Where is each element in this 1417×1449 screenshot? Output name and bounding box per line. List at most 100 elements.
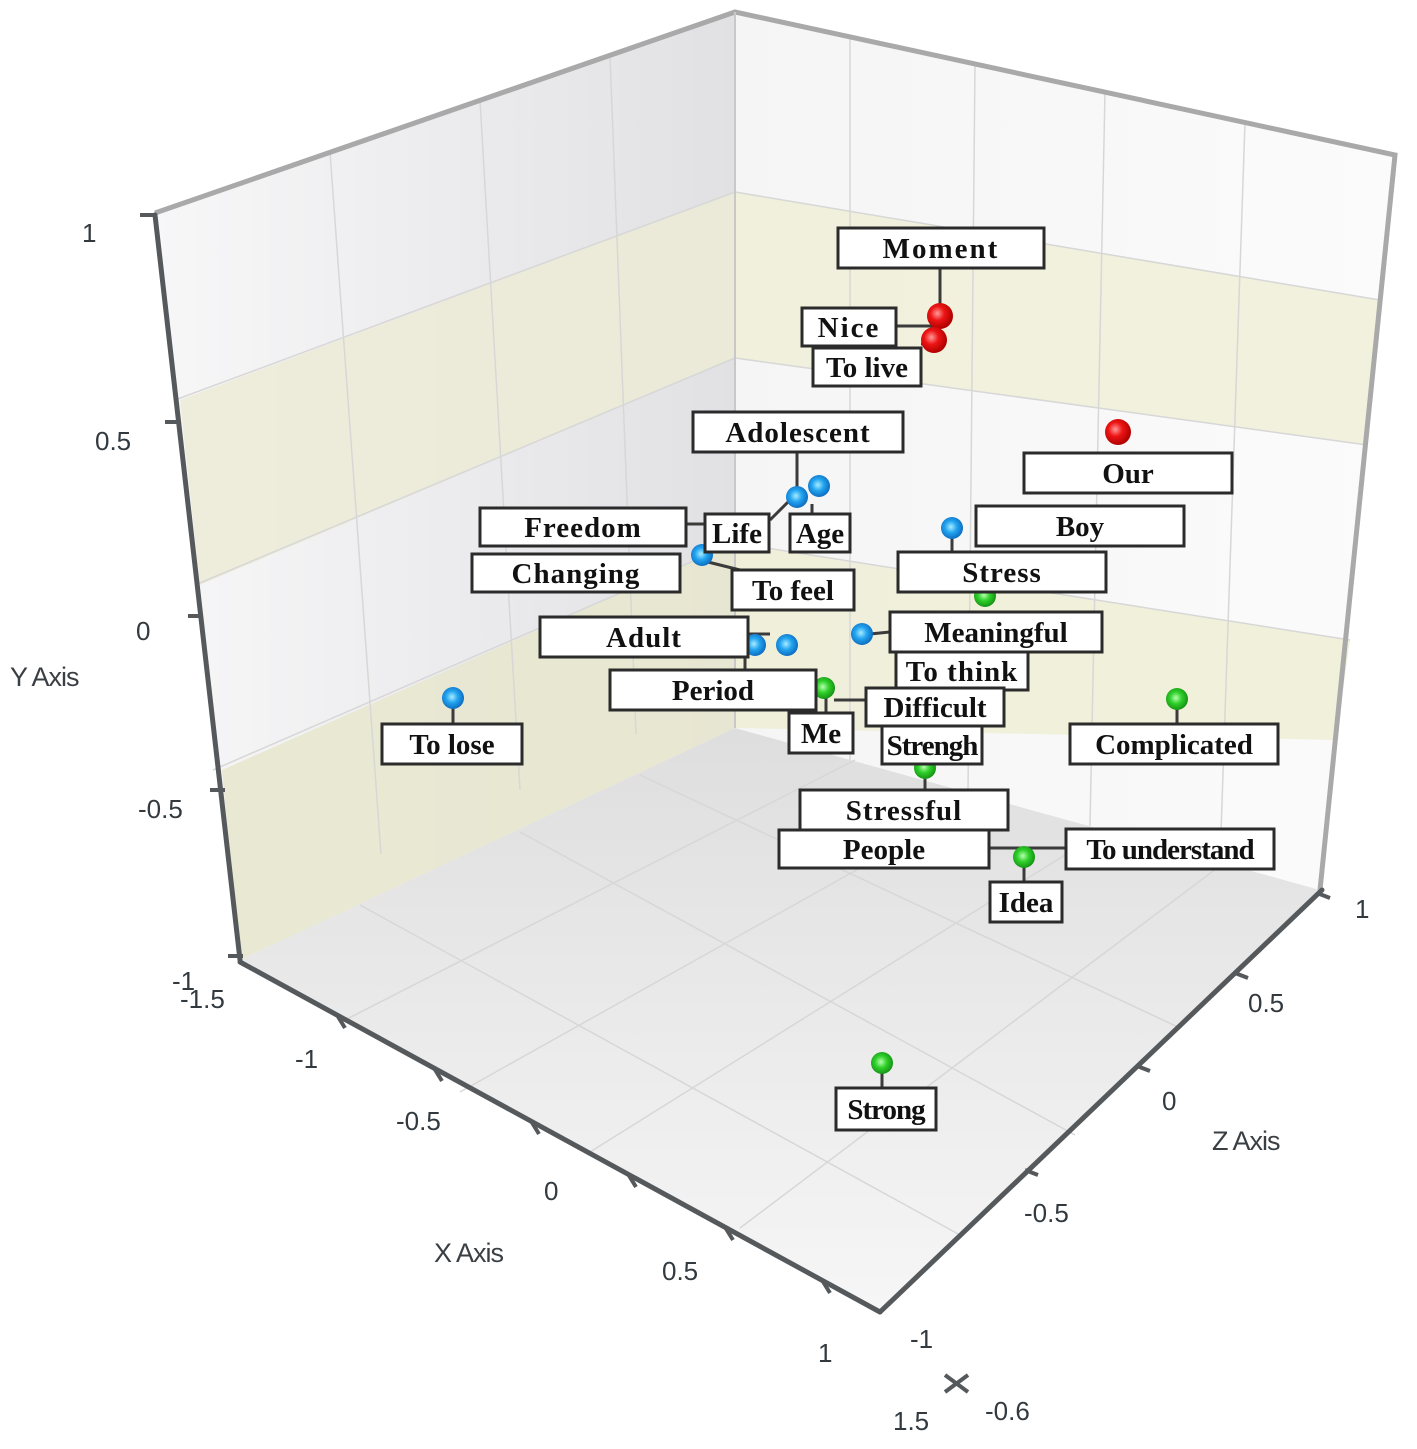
data-point-marker[interactable]	[851, 623, 873, 645]
point-label: Boy	[974, 504, 1186, 548]
point-label-box	[538, 615, 750, 659]
point-label-text: To think	[906, 656, 1019, 688]
point-label-box	[880, 724, 984, 766]
z-tick-label: -1	[910, 1324, 933, 1354]
z-tick-label: -0.5	[1024, 1198, 1069, 1228]
point-label: Our	[1022, 451, 1234, 495]
point-label-text: Adolescent	[725, 417, 870, 449]
x-tick-label: 1	[818, 1338, 832, 1368]
point-label-text: People	[843, 834, 925, 866]
point-label-box	[777, 828, 991, 870]
point-label: Difficult	[864, 686, 1006, 728]
axis-ticks	[140, 213, 1331, 1394]
point-label-box	[788, 512, 852, 554]
data-point-marker[interactable]	[776, 634, 798, 656]
point-label-text: Boy	[1056, 511, 1105, 543]
point-label: Changing	[470, 552, 682, 594]
point-label: To feel	[730, 568, 856, 612]
point-label: Adult	[538, 615, 750, 659]
point-label: Stressful	[798, 788, 1010, 832]
point-label: Meaningful	[888, 610, 1104, 654]
point-label-text: Difficult	[883, 692, 986, 724]
x-axis-line	[237, 959, 883, 1315]
point-label-box	[800, 306, 898, 348]
y-tick-label: -1	[172, 966, 195, 996]
tick-labels: 10.50-0.5-1-1.5-1-0.500.511.510.50-0.5-1…	[82, 218, 1369, 1436]
data-point-marker[interactable]	[1105, 419, 1131, 445]
point-label-text: Stressful	[846, 795, 962, 827]
point-label-box	[478, 506, 688, 548]
point-label: Nice	[800, 306, 898, 348]
point-label-box	[1022, 451, 1234, 495]
point-label-text: Freedom	[524, 512, 642, 544]
point-label-box	[1064, 827, 1276, 871]
point-label-text: Moment	[883, 233, 1000, 265]
y-tick-label: -0.5	[138, 794, 183, 824]
x-tick-label: -1	[295, 1044, 318, 1074]
point-label: Freedom	[478, 506, 688, 548]
data-point-marker[interactable]	[941, 517, 963, 539]
point-label-box	[787, 711, 855, 755]
x-tick-label: 0	[544, 1176, 558, 1206]
point-label-box	[608, 668, 818, 712]
point-label-text: Stress	[962, 557, 1042, 589]
data-point-marker[interactable]	[786, 486, 808, 508]
z-axis-line	[877, 887, 1325, 1315]
left-wall-band-upper	[180, 192, 735, 585]
point-label-box	[834, 1086, 938, 1132]
point-label-text: Strong	[847, 1094, 926, 1126]
point-label-box	[974, 504, 1186, 548]
point-label: To think	[894, 650, 1030, 692]
point-label-text: Adult	[606, 622, 682, 654]
point-label-box	[836, 226, 1046, 270]
point-label-box	[798, 788, 1010, 832]
point-label: Adolescent	[691, 410, 905, 454]
x-tick-label: -0.5	[396, 1106, 441, 1136]
point-label-box	[811, 346, 923, 388]
point-label-text: Complicated	[1095, 729, 1253, 761]
point-label: Age	[788, 512, 852, 554]
point-label: Period	[608, 668, 818, 712]
point-label: Stress	[896, 550, 1108, 594]
point-label: To understand	[1064, 827, 1276, 871]
data-point-marker[interactable]	[927, 303, 953, 329]
x-axis-title: X Axis	[434, 1238, 504, 1268]
point-label-text: Changing	[512, 558, 641, 590]
point-label: Strong	[834, 1086, 938, 1132]
point-label: To lose	[380, 722, 524, 766]
y-axis-title: Y Axis	[10, 662, 79, 692]
top-frame-edge	[154, 9, 1398, 891]
point-label-text: To understand	[1086, 834, 1254, 866]
point-label: Strengh	[880, 724, 984, 766]
point-label: Me	[787, 711, 855, 755]
point-label: Moment	[836, 226, 1046, 270]
data-point-marker[interactable]	[871, 1052, 893, 1074]
point-label-text: Idea	[999, 887, 1054, 919]
data-point-marker[interactable]	[808, 475, 830, 497]
data-point-marker[interactable]	[813, 677, 835, 699]
data-point-marker[interactable]	[921, 327, 947, 353]
point-label-box	[988, 880, 1064, 924]
z-tick-label: 1	[1355, 894, 1369, 924]
data-point-marker[interactable]	[1166, 688, 1188, 710]
point-label-text: Strengh	[887, 730, 979, 762]
point-label-box	[730, 568, 856, 612]
y-tick-label: 0.5	[95, 426, 131, 456]
point-label-box	[864, 686, 1006, 728]
z-tick-label: 0.5	[1248, 988, 1284, 1018]
data-point-marker[interactable]	[1013, 846, 1035, 868]
x-tick-label: 1.5	[893, 1406, 929, 1436]
point-label-text: Meaningful	[924, 617, 1067, 649]
floor	[240, 728, 1320, 1310]
point-label-text: To feel	[752, 575, 834, 607]
z-tick-label: -0.6	[985, 1396, 1030, 1426]
data-point-marker[interactable]	[442, 687, 464, 709]
point-label-text: Age	[796, 518, 844, 550]
left-wall-grid	[174, 55, 736, 855]
point-label: To live	[811, 346, 923, 388]
point-label-text: To live	[826, 352, 908, 384]
point-label-box	[1068, 722, 1280, 766]
point-label: Idea	[988, 880, 1064, 924]
point-label-text: Life	[712, 518, 762, 550]
